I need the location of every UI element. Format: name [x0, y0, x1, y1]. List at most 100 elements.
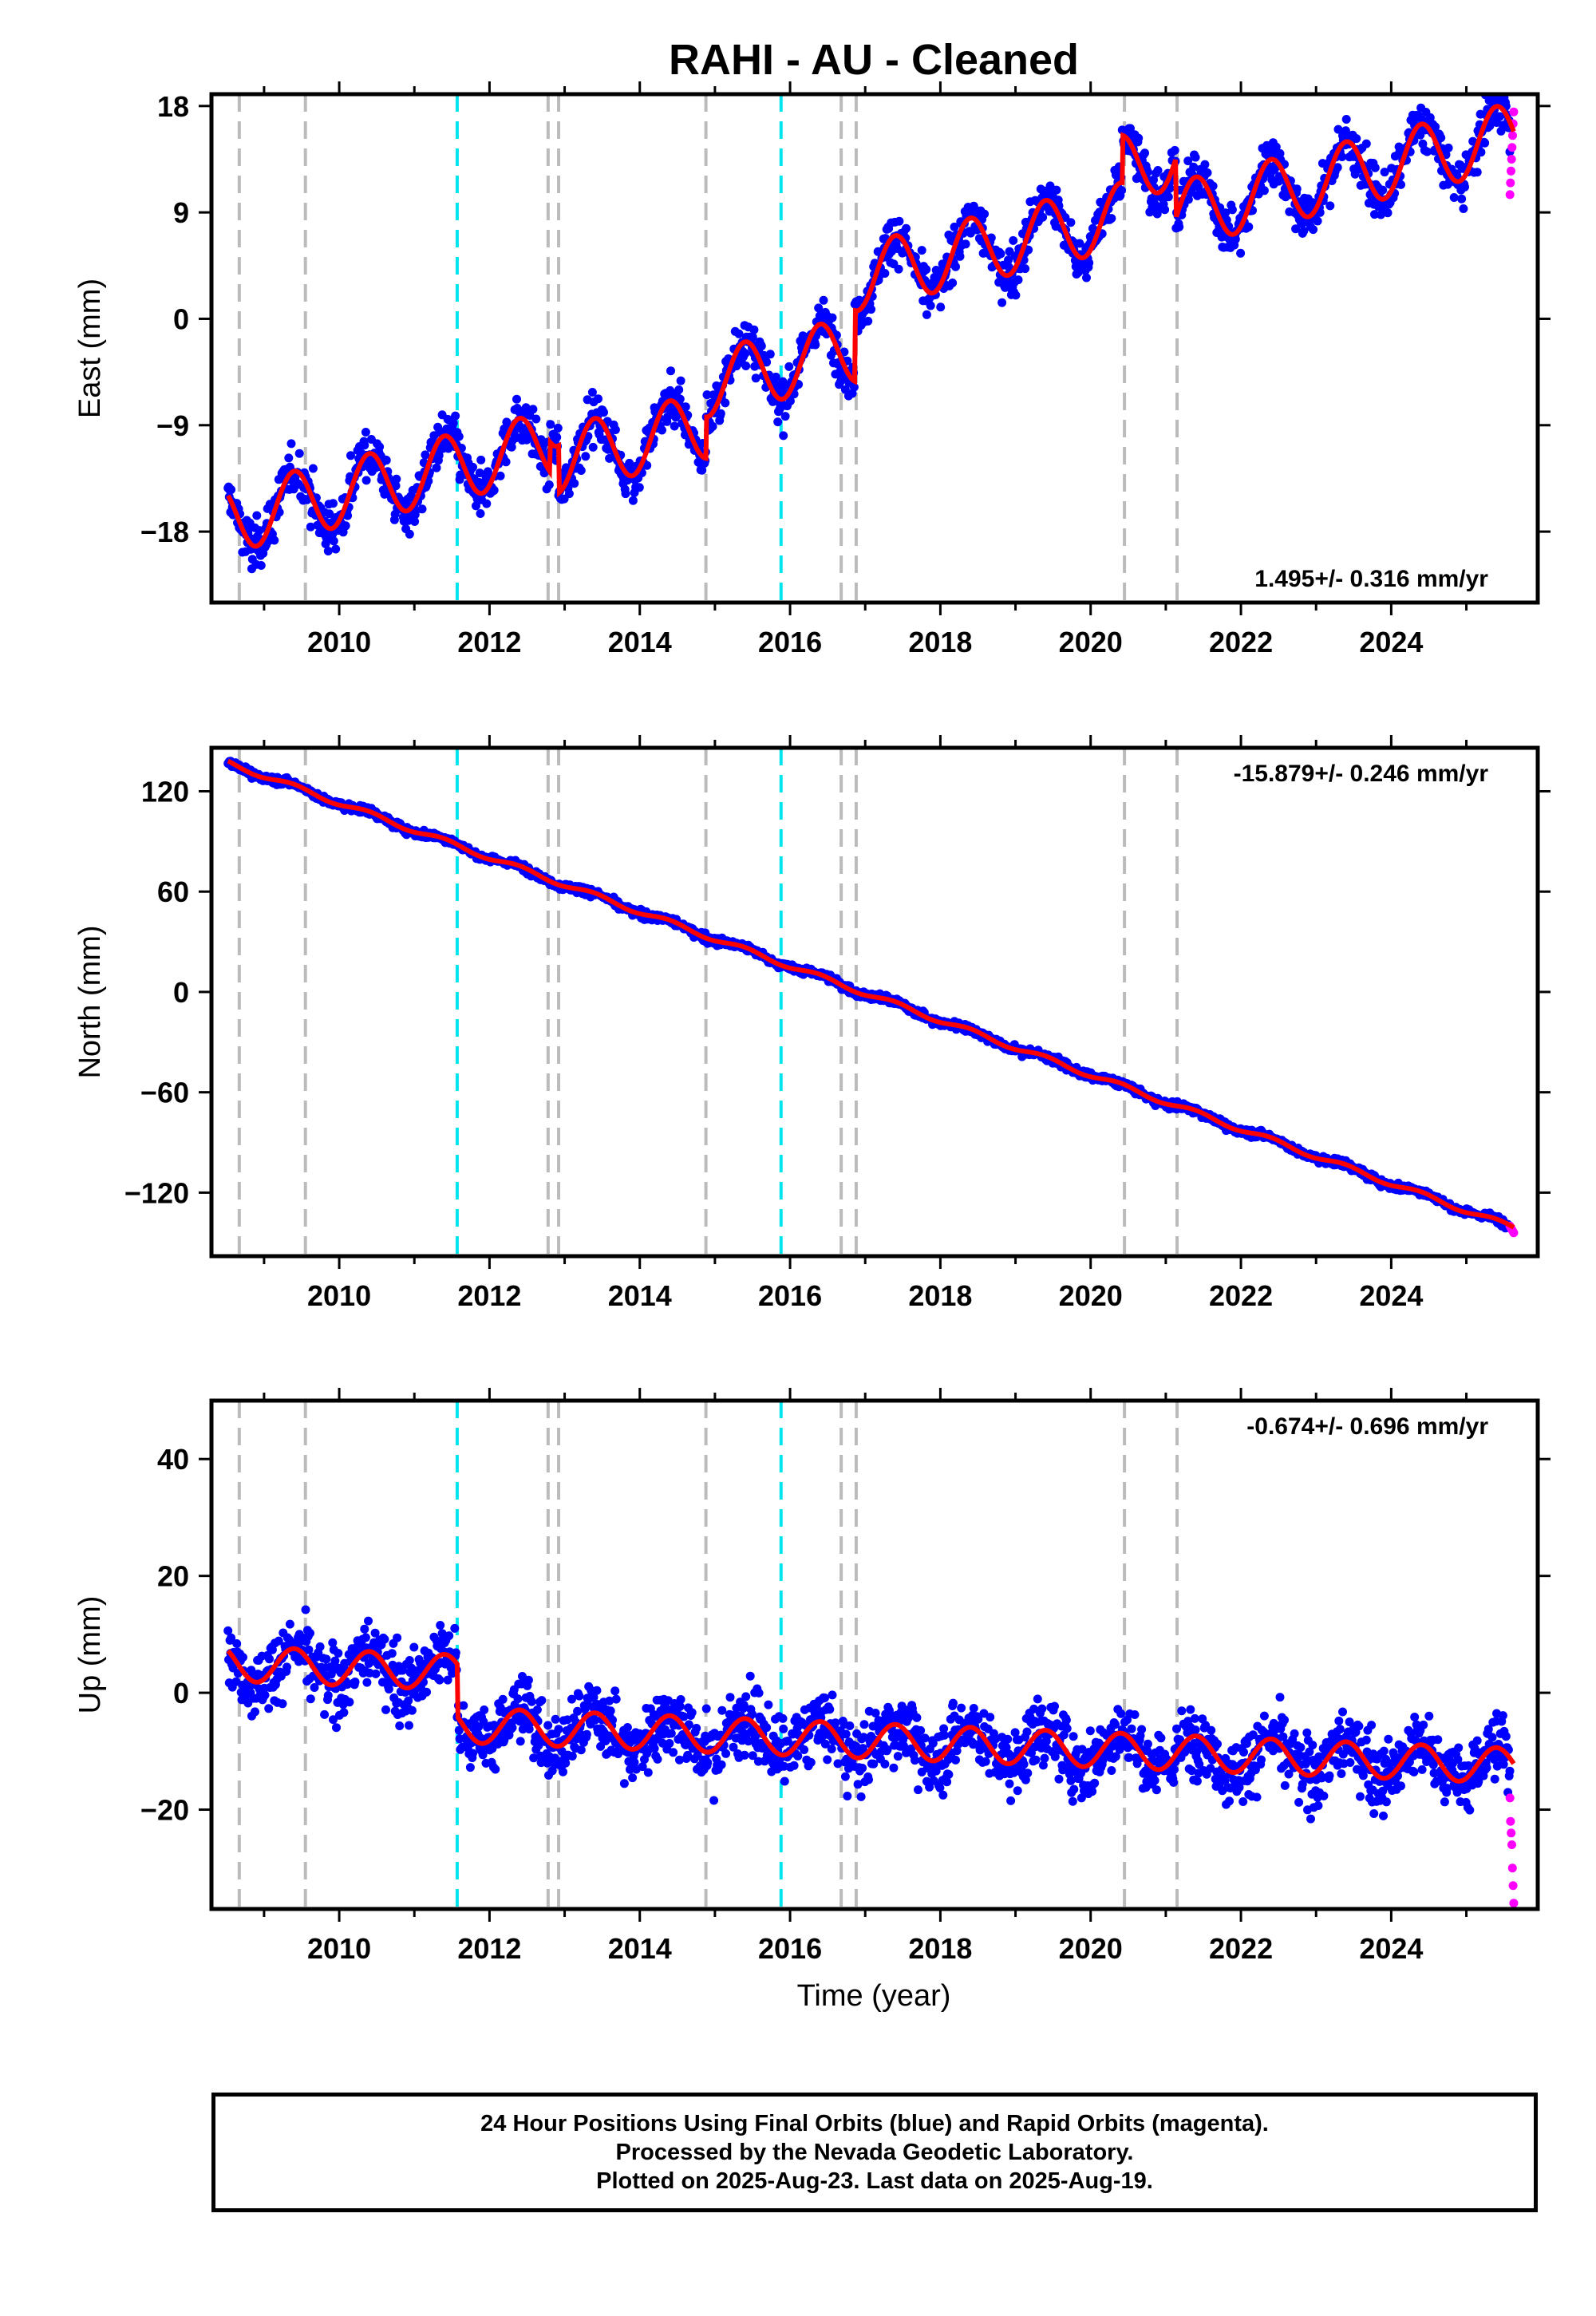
east-data-point: [507, 442, 516, 452]
up-data-point: [239, 1653, 247, 1662]
up-data-point: [339, 1708, 349, 1717]
up-data-point: [306, 1694, 315, 1704]
east-data-point: [621, 489, 630, 499]
north-axes-frame: [209, 745, 1540, 1259]
east-data-point: [392, 474, 401, 484]
up-data-point: [455, 1734, 464, 1744]
east-data-point: [256, 561, 266, 570]
up-data-point: [523, 1675, 533, 1685]
east-data-point: [998, 298, 1007, 307]
east-data-point: [757, 342, 766, 351]
east-data-point: [1495, 112, 1504, 121]
up-data-point: [407, 1705, 417, 1715]
up-data-point: [789, 1761, 799, 1770]
east-data-point: [658, 425, 666, 435]
up-data-point: [480, 1705, 489, 1714]
east-data-point: [1013, 275, 1023, 285]
east-data-point: [536, 435, 546, 445]
up-data-point: [323, 1690, 333, 1700]
east-data-point: [306, 522, 315, 532]
east-data-point: [1457, 194, 1467, 204]
up-data-point: [630, 1757, 639, 1767]
north-x-tick-label: 2024: [1359, 1279, 1423, 1312]
east-x-tick-label: 2020: [1059, 626, 1123, 658]
east-data-point: [1194, 183, 1203, 192]
east-data-point: [1189, 162, 1199, 172]
east-data-point: [587, 388, 597, 397]
east-data-point: [1271, 142, 1281, 152]
up-data-point: [745, 1671, 755, 1681]
east-data-point: [1052, 185, 1061, 195]
east-data-point: [784, 362, 794, 371]
east-data-point: [708, 421, 717, 431]
east-data-point: [1153, 166, 1163, 175]
up-data-point: [675, 1755, 684, 1765]
north-y-tick-label: 120: [141, 775, 189, 808]
up-data-point: [395, 1721, 405, 1730]
up-data-point: [393, 1633, 402, 1642]
up-data-point: [591, 1715, 600, 1725]
up-data-point: [740, 1750, 749, 1760]
east-data-point: [634, 483, 644, 492]
east-data-point: [1480, 138, 1490, 148]
east-data-point: [926, 301, 935, 310]
east-data-point: [697, 465, 707, 475]
up-data-point: [361, 1633, 370, 1642]
east-data-point: [1476, 148, 1486, 157]
east-data-point: [1140, 148, 1149, 158]
east-data-point: [512, 394, 521, 404]
east-data-point: [741, 362, 751, 370]
up-data-point: [422, 1687, 431, 1697]
up-data-point: [741, 1692, 751, 1701]
up-data-point: [282, 1662, 291, 1672]
up-data-point: [628, 1773, 638, 1783]
east-data-point: [1341, 115, 1351, 124]
up-data-point: [666, 1729, 676, 1738]
up-data-point: [721, 1749, 731, 1758]
east-data-point: [922, 310, 931, 319]
east-data-point: [1117, 186, 1126, 195]
up-data-point: [274, 1636, 283, 1646]
up-data-point: [638, 1762, 647, 1772]
north-model-fit-line: [227, 758, 1515, 1230]
east-data-point: [996, 249, 1005, 259]
up-data-point: [387, 1649, 397, 1658]
east-x-tick-label: 2014: [608, 626, 672, 658]
up-data-point: [658, 1738, 667, 1748]
east-data-point: [405, 529, 414, 539]
north-rate-label: -15.879+/- 0.246 mm/yr: [1234, 761, 1489, 787]
up-data-point: [267, 1645, 277, 1654]
north-x-tick-label: 2020: [1059, 1279, 1123, 1312]
east-data-point: [308, 464, 318, 473]
up-data-point: [330, 1656, 340, 1666]
east-data-point: [1045, 181, 1055, 191]
up-data-point: [653, 1754, 662, 1764]
up-data-point: [409, 1642, 419, 1652]
east-data-point: [676, 376, 685, 385]
east-data-point: [1084, 258, 1094, 267]
up-data-point: [465, 1763, 475, 1773]
east-data-point: [1183, 156, 1193, 166]
up-data-point: [264, 1704, 274, 1713]
east-data-point: [468, 462, 477, 472]
east-data-point: [482, 499, 492, 508]
east-data-point: [1485, 121, 1495, 131]
east-data-point: [702, 390, 712, 400]
east-data-point: [1333, 163, 1342, 172]
east-rate-label: 1.495+/- 0.316 mm/yr: [1254, 566, 1488, 592]
east-data-point: [814, 303, 824, 313]
up-data-point: [329, 1715, 338, 1725]
east-data-point: [381, 456, 391, 465]
up-data-point: [405, 1721, 413, 1730]
east-data-point: [666, 366, 675, 376]
up-data-point: [498, 1694, 508, 1704]
east-data-point: [594, 394, 602, 404]
east-data-point: [1236, 248, 1246, 258]
east-data-point: [716, 409, 725, 418]
up-data-point: [764, 1700, 773, 1709]
east-data-point: [894, 264, 903, 274]
east-data-point: [1107, 214, 1116, 223]
up-data-point: [551, 1714, 560, 1724]
